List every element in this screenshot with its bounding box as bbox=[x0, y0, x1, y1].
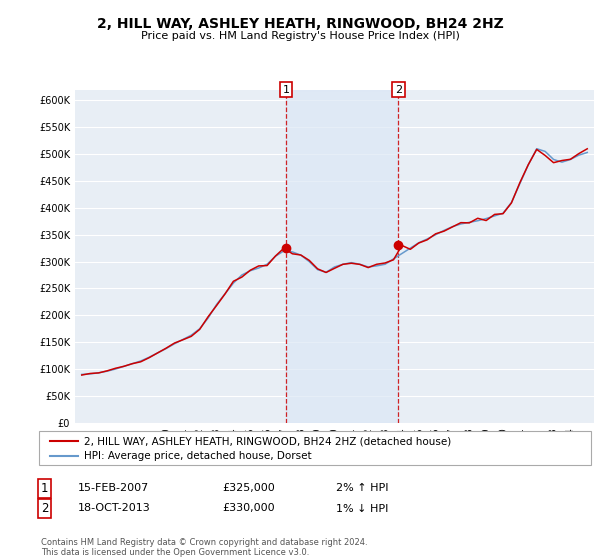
Text: 2: 2 bbox=[395, 85, 402, 95]
Text: HPI: Average price, detached house, Dorset: HPI: Average price, detached house, Dors… bbox=[84, 451, 311, 461]
Text: 1% ↓ HPI: 1% ↓ HPI bbox=[336, 503, 388, 514]
Text: 15-FEB-2007: 15-FEB-2007 bbox=[78, 483, 149, 493]
Text: 1: 1 bbox=[41, 482, 49, 495]
Text: £330,000: £330,000 bbox=[222, 503, 275, 514]
Text: 2% ↑ HPI: 2% ↑ HPI bbox=[336, 483, 389, 493]
Text: Contains HM Land Registry data © Crown copyright and database right 2024.
This d: Contains HM Land Registry data © Crown c… bbox=[41, 538, 367, 557]
Text: 2, HILL WAY, ASHLEY HEATH, RINGWOOD, BH24 2HZ: 2, HILL WAY, ASHLEY HEATH, RINGWOOD, BH2… bbox=[97, 17, 503, 31]
Text: 2: 2 bbox=[41, 502, 49, 515]
Text: Price paid vs. HM Land Registry's House Price Index (HPI): Price paid vs. HM Land Registry's House … bbox=[140, 31, 460, 41]
Text: 2, HILL WAY, ASHLEY HEATH, RINGWOOD, BH24 2HZ (detached house): 2, HILL WAY, ASHLEY HEATH, RINGWOOD, BH2… bbox=[84, 436, 451, 446]
Text: 1: 1 bbox=[283, 85, 289, 95]
Text: £325,000: £325,000 bbox=[222, 483, 275, 493]
Bar bbox=[286, 90, 398, 423]
Text: 18-OCT-2013: 18-OCT-2013 bbox=[78, 503, 151, 514]
